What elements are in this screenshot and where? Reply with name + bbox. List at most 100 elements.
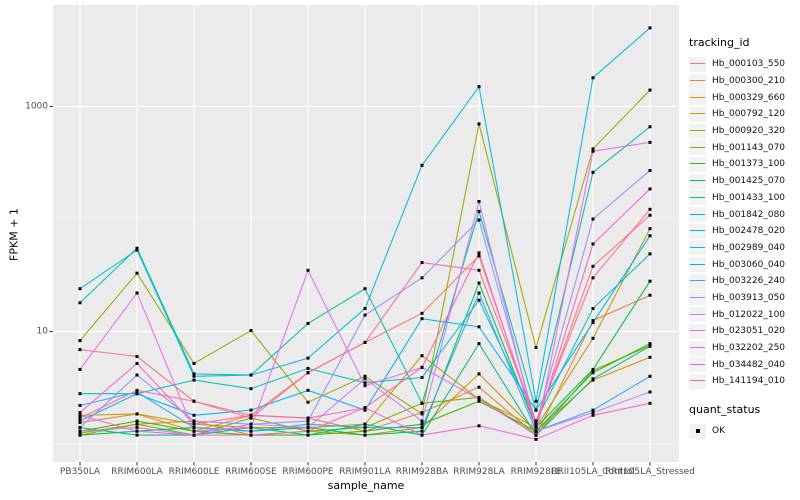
data-point (192, 426, 196, 430)
legend-item: Hb_002478_020 (689, 223, 799, 240)
data-point (135, 412, 139, 416)
data-point (648, 207, 652, 211)
legend-item-label: Hb_001842_080 (712, 209, 786, 220)
data-point (249, 422, 253, 426)
data-point (192, 378, 196, 382)
data-point (534, 433, 538, 437)
legend-item: Hb_003226_240 (689, 273, 799, 290)
x-axis-tick-label: RRIM901LA (339, 467, 391, 477)
legend: tracking_id Hb_000103_550 Hb_000300_210 Hb… (689, 36, 799, 439)
data-point (78, 413, 82, 417)
data-point (477, 424, 481, 428)
legend-item: Hb_141194_010 (689, 373, 799, 390)
data-point (135, 426, 139, 430)
data-point (477, 325, 481, 329)
line-swatch-icon (689, 307, 706, 323)
data-point (420, 412, 424, 416)
data-point (78, 339, 82, 343)
data-point (306, 422, 310, 426)
legend-item: Hb_002989_040 (689, 240, 799, 257)
data-point (306, 429, 310, 433)
data-point (135, 433, 139, 437)
data-point (306, 366, 310, 370)
data-point (477, 385, 481, 389)
data-point (591, 319, 595, 323)
data-point (591, 367, 595, 371)
data-point (363, 408, 367, 412)
data-point (135, 390, 139, 394)
data-point (306, 388, 310, 392)
point-swatch-icon (689, 423, 706, 439)
legend-item-label: Hb_003226_240 (712, 276, 786, 287)
line-swatch-icon (689, 56, 706, 72)
data-point (591, 411, 595, 415)
data-point (591, 170, 595, 174)
data-point (306, 268, 310, 272)
data-point (135, 361, 139, 365)
data-point (591, 276, 595, 280)
data-point (363, 422, 367, 426)
legend-item-label: Hb_141194_010 (712, 376, 786, 387)
data-point (420, 365, 424, 369)
data-point (534, 408, 538, 412)
data-point (591, 307, 595, 311)
line-swatch-icon (689, 357, 706, 373)
data-point (420, 354, 424, 358)
data-point (477, 218, 481, 222)
data-point (648, 140, 652, 144)
data-point (477, 200, 481, 204)
x-axis-tick-label: RRIM600LA (111, 467, 163, 477)
data-point (363, 374, 367, 378)
data-point (477, 395, 481, 399)
x-axis-tick-label: RRIM600LE (168, 467, 220, 477)
data-point (192, 419, 196, 423)
data-point (534, 422, 538, 426)
data-point (648, 293, 652, 297)
legend-item: Hb_012022_100 (689, 306, 799, 323)
data-point (591, 336, 595, 340)
data-point (648, 234, 652, 238)
legend-item: Hb_000300_210 (689, 73, 799, 90)
data-point (648, 26, 652, 30)
data-point (420, 422, 424, 426)
data-point (78, 301, 82, 305)
data-point (648, 401, 652, 405)
x-axis-tick-label: RRIM928LE (510, 467, 562, 477)
data-point (648, 342, 652, 346)
data-point (249, 408, 253, 412)
data-point (363, 377, 367, 381)
data-point (591, 321, 595, 325)
data-point (135, 392, 139, 396)
legend-item: Hb_001373_100 (689, 156, 799, 173)
legend-item-label: OK (712, 426, 725, 437)
line-swatch-icon (689, 240, 706, 256)
data-point (420, 401, 424, 405)
data-point (249, 426, 253, 430)
line-swatch-icon (689, 190, 706, 206)
data-point (306, 400, 310, 404)
data-point (249, 429, 253, 433)
data-point (420, 317, 424, 321)
data-point (648, 355, 652, 359)
x-axis-tick-label: PB350LA (59, 467, 101, 477)
data-point (591, 217, 595, 221)
data-point (591, 264, 595, 268)
data-point (306, 433, 310, 437)
data-point (477, 397, 481, 401)
data-point (477, 298, 481, 302)
data-point (78, 287, 82, 291)
data-point (192, 399, 196, 403)
legend-item-label: Hb_000300_210 (712, 76, 786, 87)
x-axis-tick-label: RRIM928BA (395, 467, 449, 477)
data-point (78, 429, 82, 433)
data-point (192, 429, 196, 433)
data-point (249, 373, 253, 377)
data-point (363, 426, 367, 430)
line-swatch-icon (689, 106, 706, 122)
data-point (135, 373, 139, 377)
x-axis-tick-label: RRII105LA_Stressed (605, 467, 695, 477)
line-swatch-icon (689, 90, 706, 106)
data-point (648, 213, 652, 217)
data-point (591, 149, 595, 153)
legend-item-label: Hb_023051_020 (712, 326, 786, 337)
